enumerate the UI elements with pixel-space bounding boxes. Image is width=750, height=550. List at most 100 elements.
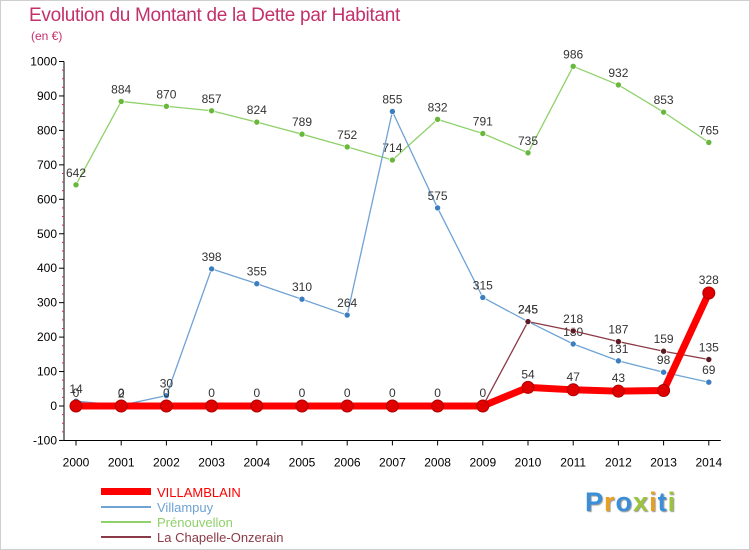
data-label-villamblain: 0 [73,386,80,400]
data-label-villamblain: 54 [521,367,535,381]
data-point-villamblain [340,399,354,413]
x-tick-label: 2011 [560,455,586,469]
legend-label: Villampuy [157,500,214,515]
line-chart: -100010020030040050060070080090010002000… [30,47,722,469]
y-tick-label: 700 [37,158,57,172]
legend-swatch [101,506,151,508]
data-point-villampuy [434,204,441,212]
legend-swatch [101,536,151,538]
data-label-pr-nouvellon: 853 [654,93,674,107]
data-label-villamblain: 0 [118,386,125,400]
data-point-villamblain [295,399,309,413]
legend-label: Prénouvellon [157,515,233,530]
data-label-la-chapelle-onzerain: 187 [608,323,628,337]
logo-letter: i [649,487,658,517]
data-point-la-chapelle-onzerain [524,318,532,325]
data-point-villamblain [385,399,399,413]
x-tick-label: 2009 [469,455,496,469]
data-point-pr-nouvellon [208,107,215,115]
data-point-villamblain [69,399,83,413]
data-label-villampuy: 2 [118,386,125,400]
data-label-villamblain: 0 [208,386,215,400]
data-label-villamblain: 43 [612,371,626,385]
x-tick-label: 2012 [605,455,632,469]
data-point-villampuy [389,108,396,115]
data-label-villampuy: 575 [428,189,448,203]
x-tick-label: 2013 [650,455,677,469]
data-point-villamblain [114,399,128,413]
x-tick-label: 2003 [198,455,225,469]
data-point-villampuy [163,392,170,399]
x-tick-label: 2006 [334,455,361,469]
data-label-la-chapelle-onzerain: 135 [699,340,719,354]
x-tick-label: 2014 [695,455,722,469]
data-point-villamblain [250,399,264,413]
data-point-villampuy [343,311,351,319]
logo-letter: P [585,487,605,517]
x-tick-label: 2001 [108,455,135,469]
data-label-villampuy: 245 [518,303,538,317]
data-label-villampuy: 398 [202,250,222,264]
data-point-villamblain [566,383,580,397]
data-point-villamblain [702,286,716,300]
data-point-villamblain [521,380,535,394]
unit-label: (en €) [31,29,63,43]
data-point-villamblain [476,399,490,413]
data-label-la-chapelle-onzerain: 218 [563,312,583,326]
data-point-villamblain [431,399,445,413]
logo-letter: r [604,487,616,517]
x-tick-label: 2008 [424,455,451,469]
data-label-la-chapelle-onzerain: 245 [518,303,538,317]
data-point-la-chapelle-onzerain [615,338,622,345]
logo-letter: x [633,487,650,517]
data-point-villampuy [569,340,577,348]
data-point-villampuy [479,294,487,301]
data-label-pr-nouvellon: 870 [156,87,176,101]
x-tick-label: 2002 [153,455,180,469]
data-label-pr-nouvellon: 765 [699,123,719,137]
data-point-pr-nouvellon [479,130,487,137]
data-label-pr-nouvellon: 789 [292,115,312,129]
data-label-pr-nouvellon: 832 [428,100,448,114]
data-point-pr-nouvellon [434,116,441,123]
data-label-villamblain: 47 [567,370,581,384]
data-label-pr-nouvellon: 735 [518,134,538,148]
data-point-la-chapelle-onzerain [660,347,667,355]
data-label-villampuy: 264 [337,296,357,310]
chart-title: Evolution du Montant de la Dette par Hab… [29,5,400,26]
data-label-villampuy: 14 [69,382,83,396]
data-label-villampuy: 69 [702,363,716,377]
data-point-villampuy [615,357,622,365]
data-point-villampuy [298,295,306,303]
data-point-pr-nouvellon [389,156,396,164]
data-point-pr-nouvellon [72,181,80,189]
data-label-la-chapelle-onzerain: 159 [654,332,674,346]
data-point-villampuy [253,280,261,288]
data-point-pr-nouvellon [117,98,125,105]
data-point-pr-nouvellon [615,81,622,89]
legend-label: VILLAMBLAIN [157,485,241,500]
data-label-villamblain: 0 [344,386,351,400]
data-label-villamblain: 0 [434,386,441,400]
data-label-villampuy: 131 [608,342,628,356]
data-point-pr-nouvellon [298,130,306,138]
y-tick-label: -100 [33,433,57,447]
data-label-villamblain: 0 [299,386,306,400]
data-label-villamblain: 0 [253,386,260,400]
data-point-pr-nouvellon [343,143,351,151]
x-tick-label: 2005 [289,455,316,469]
data-point-villampuy [660,368,667,376]
y-tick-label: 800 [37,123,57,137]
data-point-pr-nouvellon [660,108,667,116]
data-point-la-chapelle-onzerain [705,356,713,363]
series-line-pr-nouvellon [75,65,710,186]
data-point-villamblain [657,383,671,397]
data-label-villampuy: 855 [382,92,402,106]
y-tick-label: 400 [37,261,57,275]
data-point-pr-nouvellon [163,102,170,110]
data-label-villampuy: 310 [292,280,312,294]
y-tick-label: 300 [37,296,57,310]
data-point-la-chapelle-onzerain [569,327,577,335]
data-label-pr-nouvellon: 824 [247,103,267,117]
